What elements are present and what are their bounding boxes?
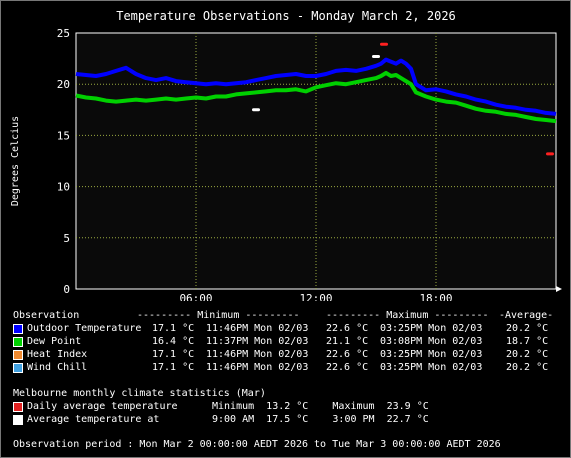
legend-min: 17.1 °C [152, 349, 195, 360]
legend-max: 21.1 °C [326, 336, 369, 347]
climate-swatch [13, 415, 23, 425]
y-tick-label: 25 [57, 27, 70, 40]
legend-max-time: 03:25PM Mon 02/03 [380, 349, 483, 360]
climate-marker-1 [546, 152, 554, 156]
legend-max: 22.6 °C [326, 362, 369, 373]
legend-header-observation: Observation [13, 310, 80, 321]
legend-header-average: -Average- [499, 310, 554, 321]
legend-label: Heat Index [27, 349, 88, 360]
legend-avg: 20.2 °C [506, 323, 549, 334]
x-axis-arrow-icon [556, 286, 562, 292]
climate-marker-3 [252, 108, 260, 112]
legend-swatch [13, 324, 23, 334]
y-tick-label: 10 [57, 181, 70, 194]
x-tick-label: 18:00 [419, 292, 452, 301]
climate-text: 9:00 AM 17.5 °C 3:00 PM 22.7 °C [212, 414, 429, 425]
legend-max: 22.6 °C [326, 349, 369, 360]
legend-min-time: 11:46PM Mon 02/03 [206, 349, 309, 360]
legend-min-time: 11:46PM Mon 02/03 [206, 362, 309, 373]
climate-label: Average temperature at [27, 414, 160, 425]
climate-label: Daily average temperature [27, 401, 178, 412]
y-tick-label: 0 [63, 283, 70, 296]
legend-min: 16.4 °C [152, 336, 195, 347]
y-axis-label: Degrees Celcius [10, 116, 21, 206]
legend-min-time: 11:37PM Mon 02/03 [206, 336, 309, 347]
legend-swatch [13, 350, 23, 360]
climate-marker-0 [380, 42, 388, 46]
y-tick-label: 5 [63, 232, 70, 245]
legend-header-maximum: --------- Maximum --------- [326, 310, 489, 321]
y-tick-label: 15 [57, 129, 70, 142]
series-lines [75, 57, 557, 124]
y-axis-ticks: 0 5 10 15 20 25 [57, 27, 70, 296]
chart-title: Temperature Observations - Monday March … [116, 9, 456, 23]
grid-lines [76, 33, 556, 289]
legend-max-time: 03:25PM Mon 02/03 [380, 323, 483, 334]
legend-avg: 20.2 °C [506, 362, 549, 373]
plot-area [75, 32, 557, 290]
climate-markers [252, 42, 554, 156]
series-line-1 [75, 70, 557, 124]
x-tick-label: 12:00 [299, 292, 332, 301]
series-line-0 [75, 57, 557, 116]
climate-text: Minimum 13.2 °C Maximum 23.9 °C [212, 401, 429, 412]
chart-svg: Temperature Observations - Monday March … [10, 9, 562, 301]
legend-swatch [13, 337, 23, 347]
legend-label: Wind Chill [27, 362, 88, 373]
y-tick-label: 20 [57, 78, 70, 91]
legend-label: Outdoor Temperature [27, 323, 142, 334]
climate-header: Melbourne monthly climate statistics (Ma… [13, 388, 266, 399]
x-tick-label: 06:00 [179, 292, 212, 301]
legend-avg: 18.7 °C [506, 336, 549, 347]
legend-label: Dew Point [27, 336, 82, 347]
legend-min: 17.1 °C [152, 362, 195, 373]
legend-min-time: 11:46PM Mon 02/03 [206, 323, 309, 334]
legend-swatch [13, 363, 23, 373]
observation-period: Observation period : Mon Mar 2 00:00:00 … [13, 439, 501, 450]
legend-avg: 20.2 °C [506, 349, 549, 360]
climate-swatch [13, 402, 23, 412]
legend-max: 22.6 °C [326, 323, 369, 334]
climate-marker-2 [372, 55, 380, 59]
legend-max-time: 03:08PM Mon 02/03 [380, 336, 483, 347]
legend-header-minimum: --------- Minimum --------- [137, 310, 300, 321]
legend-min: 17.1 °C [152, 323, 195, 334]
x-axis-ticks: 06:00 12:00 18:00 [179, 292, 452, 301]
legend-max-time: 03:25PM Mon 02/03 [380, 362, 483, 373]
